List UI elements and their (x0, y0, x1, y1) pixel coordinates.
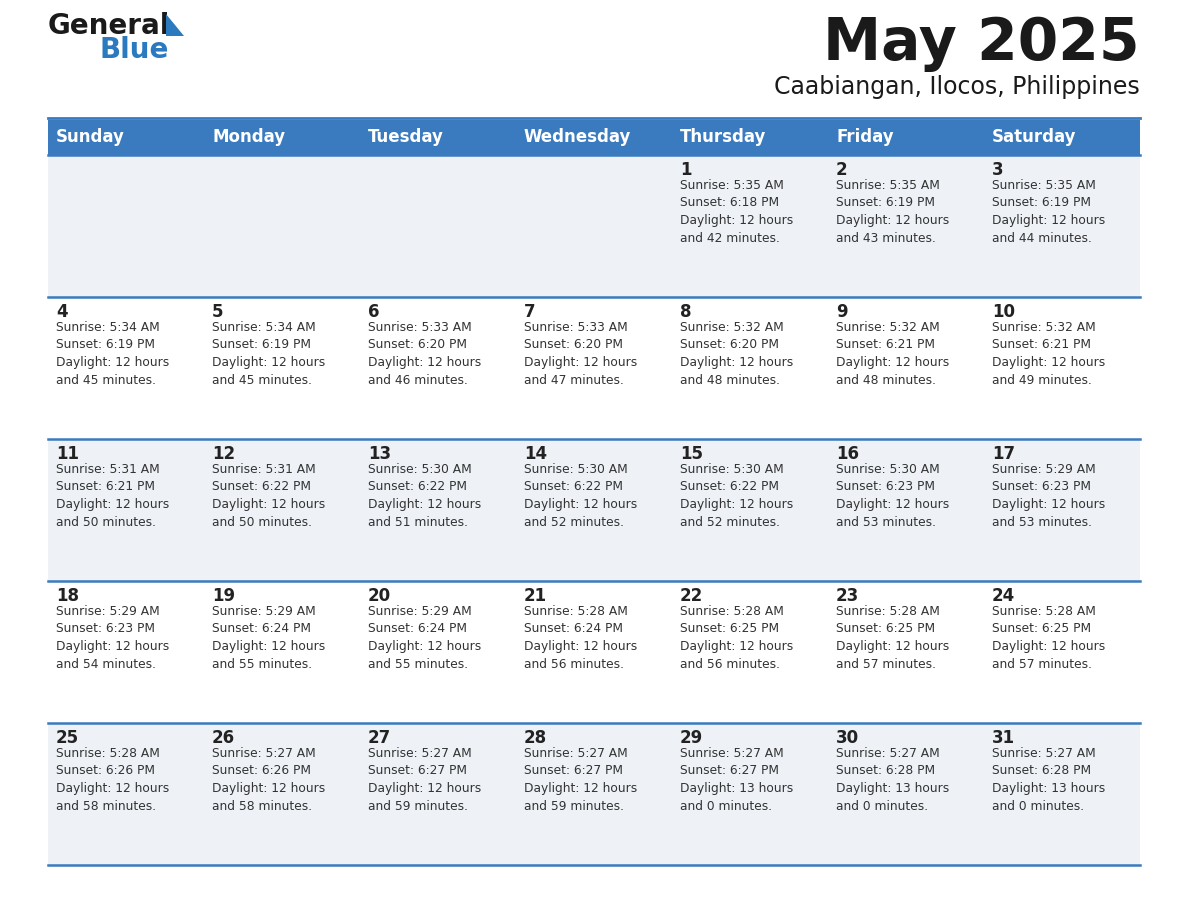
Text: 30: 30 (836, 729, 859, 747)
Text: 19: 19 (211, 587, 235, 605)
Bar (48, 120, 204, 155)
Text: 11: 11 (56, 445, 78, 463)
Bar (516, 120, 672, 155)
Text: 14: 14 (524, 445, 548, 463)
Text: Sunrise: 5:28 AM
Sunset: 6:25 PM
Daylight: 12 hours
and 57 minutes.: Sunrise: 5:28 AM Sunset: 6:25 PM Dayligh… (992, 605, 1105, 670)
Text: Saturday: Saturday (992, 129, 1076, 147)
Text: Sunrise: 5:30 AM
Sunset: 6:22 PM
Daylight: 12 hours
and 52 minutes.: Sunrise: 5:30 AM Sunset: 6:22 PM Dayligh… (680, 463, 794, 529)
Text: Sunrise: 5:28 AM
Sunset: 6:25 PM
Daylight: 12 hours
and 56 minutes.: Sunrise: 5:28 AM Sunset: 6:25 PM Dayligh… (680, 605, 794, 670)
Text: Sunrise: 5:28 AM
Sunset: 6:25 PM
Daylight: 12 hours
and 57 minutes.: Sunrise: 5:28 AM Sunset: 6:25 PM Dayligh… (836, 605, 949, 670)
Bar (204, 120, 360, 155)
Text: Sunrise: 5:31 AM
Sunset: 6:22 PM
Daylight: 12 hours
and 50 minutes.: Sunrise: 5:31 AM Sunset: 6:22 PM Dayligh… (211, 463, 326, 529)
Bar (672, 120, 828, 155)
Text: 31: 31 (992, 729, 1015, 747)
Text: Sunrise: 5:31 AM
Sunset: 6:21 PM
Daylight: 12 hours
and 50 minutes.: Sunrise: 5:31 AM Sunset: 6:21 PM Dayligh… (56, 463, 169, 529)
Text: 23: 23 (836, 587, 859, 605)
Bar (48, 581, 1140, 723)
Text: Sunrise: 5:29 AM
Sunset: 6:24 PM
Daylight: 12 hours
and 55 minutes.: Sunrise: 5:29 AM Sunset: 6:24 PM Dayligh… (211, 605, 326, 670)
Text: Sunrise: 5:28 AM
Sunset: 6:24 PM
Daylight: 12 hours
and 56 minutes.: Sunrise: 5:28 AM Sunset: 6:24 PM Dayligh… (524, 605, 637, 670)
Text: 2: 2 (836, 161, 847, 179)
Text: Sunrise: 5:27 AM
Sunset: 6:27 PM
Daylight: 12 hours
and 59 minutes.: Sunrise: 5:27 AM Sunset: 6:27 PM Dayligh… (524, 747, 637, 812)
Text: 8: 8 (680, 303, 691, 321)
Text: Sunrise: 5:33 AM
Sunset: 6:20 PM
Daylight: 12 hours
and 47 minutes.: Sunrise: 5:33 AM Sunset: 6:20 PM Dayligh… (524, 321, 637, 386)
Text: Sunrise: 5:35 AM
Sunset: 6:19 PM
Daylight: 12 hours
and 43 minutes.: Sunrise: 5:35 AM Sunset: 6:19 PM Dayligh… (836, 179, 949, 244)
Text: Sunrise: 5:32 AM
Sunset: 6:20 PM
Daylight: 12 hours
and 48 minutes.: Sunrise: 5:32 AM Sunset: 6:20 PM Dayligh… (680, 321, 794, 386)
Text: Caabiangan, Ilocos, Philippines: Caabiangan, Ilocos, Philippines (775, 75, 1140, 99)
Text: May 2025: May 2025 (823, 15, 1140, 72)
Bar (48, 439, 1140, 581)
Text: Sunrise: 5:29 AM
Sunset: 6:23 PM
Daylight: 12 hours
and 54 minutes.: Sunrise: 5:29 AM Sunset: 6:23 PM Dayligh… (56, 605, 169, 670)
Text: Sunrise: 5:35 AM
Sunset: 6:18 PM
Daylight: 12 hours
and 42 minutes.: Sunrise: 5:35 AM Sunset: 6:18 PM Dayligh… (680, 179, 794, 244)
Text: 5: 5 (211, 303, 223, 321)
Bar (360, 120, 516, 155)
Text: Sunrise: 5:28 AM
Sunset: 6:26 PM
Daylight: 12 hours
and 58 minutes.: Sunrise: 5:28 AM Sunset: 6:26 PM Dayligh… (56, 747, 169, 812)
Text: 9: 9 (836, 303, 847, 321)
Text: 13: 13 (368, 445, 391, 463)
Text: 17: 17 (992, 445, 1015, 463)
Text: 12: 12 (211, 445, 235, 463)
Text: Friday: Friday (836, 129, 893, 147)
Text: Sunrise: 5:27 AM
Sunset: 6:28 PM
Daylight: 13 hours
and 0 minutes.: Sunrise: 5:27 AM Sunset: 6:28 PM Dayligh… (992, 747, 1105, 812)
Bar (984, 120, 1140, 155)
Text: 18: 18 (56, 587, 78, 605)
Text: 21: 21 (524, 587, 548, 605)
Text: Sunrise: 5:34 AM
Sunset: 6:19 PM
Daylight: 12 hours
and 45 minutes.: Sunrise: 5:34 AM Sunset: 6:19 PM Dayligh… (211, 321, 326, 386)
Text: Sunrise: 5:32 AM
Sunset: 6:21 PM
Daylight: 12 hours
and 49 minutes.: Sunrise: 5:32 AM Sunset: 6:21 PM Dayligh… (992, 321, 1105, 386)
Text: Sunrise: 5:27 AM
Sunset: 6:28 PM
Daylight: 13 hours
and 0 minutes.: Sunrise: 5:27 AM Sunset: 6:28 PM Dayligh… (836, 747, 949, 812)
Text: 10: 10 (992, 303, 1015, 321)
Text: Sunrise: 5:30 AM
Sunset: 6:22 PM
Daylight: 12 hours
and 51 minutes.: Sunrise: 5:30 AM Sunset: 6:22 PM Dayligh… (368, 463, 481, 529)
Bar (48, 297, 1140, 439)
Text: 29: 29 (680, 729, 703, 747)
Text: 20: 20 (368, 587, 391, 605)
Text: 25: 25 (56, 729, 80, 747)
Text: Sunrise: 5:29 AM
Sunset: 6:24 PM
Daylight: 12 hours
and 55 minutes.: Sunrise: 5:29 AM Sunset: 6:24 PM Dayligh… (368, 605, 481, 670)
Text: 4: 4 (56, 303, 68, 321)
Text: Sunrise: 5:30 AM
Sunset: 6:23 PM
Daylight: 12 hours
and 53 minutes.: Sunrise: 5:30 AM Sunset: 6:23 PM Dayligh… (836, 463, 949, 529)
Bar (48, 723, 1140, 865)
Text: 16: 16 (836, 445, 859, 463)
Text: Sunday: Sunday (56, 129, 125, 147)
Text: 15: 15 (680, 445, 703, 463)
Text: 7: 7 (524, 303, 536, 321)
Text: Monday: Monday (211, 129, 285, 147)
Text: 27: 27 (368, 729, 391, 747)
Text: Tuesday: Tuesday (368, 129, 444, 147)
Bar (48, 155, 1140, 297)
Text: Sunrise: 5:32 AM
Sunset: 6:21 PM
Daylight: 12 hours
and 48 minutes.: Sunrise: 5:32 AM Sunset: 6:21 PM Dayligh… (836, 321, 949, 386)
Bar (828, 120, 984, 155)
Text: Sunrise: 5:35 AM
Sunset: 6:19 PM
Daylight: 12 hours
and 44 minutes.: Sunrise: 5:35 AM Sunset: 6:19 PM Dayligh… (992, 179, 1105, 244)
Text: Sunrise: 5:27 AM
Sunset: 6:26 PM
Daylight: 12 hours
and 58 minutes.: Sunrise: 5:27 AM Sunset: 6:26 PM Dayligh… (211, 747, 326, 812)
Text: Sunrise: 5:27 AM
Sunset: 6:27 PM
Daylight: 12 hours
and 59 minutes.: Sunrise: 5:27 AM Sunset: 6:27 PM Dayligh… (368, 747, 481, 812)
Text: 26: 26 (211, 729, 235, 747)
Text: Sunrise: 5:33 AM
Sunset: 6:20 PM
Daylight: 12 hours
and 46 minutes.: Sunrise: 5:33 AM Sunset: 6:20 PM Dayligh… (368, 321, 481, 386)
Text: Sunrise: 5:30 AM
Sunset: 6:22 PM
Daylight: 12 hours
and 52 minutes.: Sunrise: 5:30 AM Sunset: 6:22 PM Dayligh… (524, 463, 637, 529)
Text: 3: 3 (992, 161, 1004, 179)
Polygon shape (166, 14, 184, 36)
Text: 24: 24 (992, 587, 1016, 605)
Text: 22: 22 (680, 587, 703, 605)
Text: Wednesday: Wednesday (524, 129, 631, 147)
Text: Sunrise: 5:34 AM
Sunset: 6:19 PM
Daylight: 12 hours
and 45 minutes.: Sunrise: 5:34 AM Sunset: 6:19 PM Dayligh… (56, 321, 169, 386)
Text: Blue: Blue (100, 36, 170, 64)
Text: 6: 6 (368, 303, 379, 321)
Text: General: General (48, 12, 170, 40)
Text: 28: 28 (524, 729, 548, 747)
Text: Sunrise: 5:27 AM
Sunset: 6:27 PM
Daylight: 13 hours
and 0 minutes.: Sunrise: 5:27 AM Sunset: 6:27 PM Dayligh… (680, 747, 794, 812)
Text: Thursday: Thursday (680, 129, 766, 147)
Text: 1: 1 (680, 161, 691, 179)
Text: Sunrise: 5:29 AM
Sunset: 6:23 PM
Daylight: 12 hours
and 53 minutes.: Sunrise: 5:29 AM Sunset: 6:23 PM Dayligh… (992, 463, 1105, 529)
